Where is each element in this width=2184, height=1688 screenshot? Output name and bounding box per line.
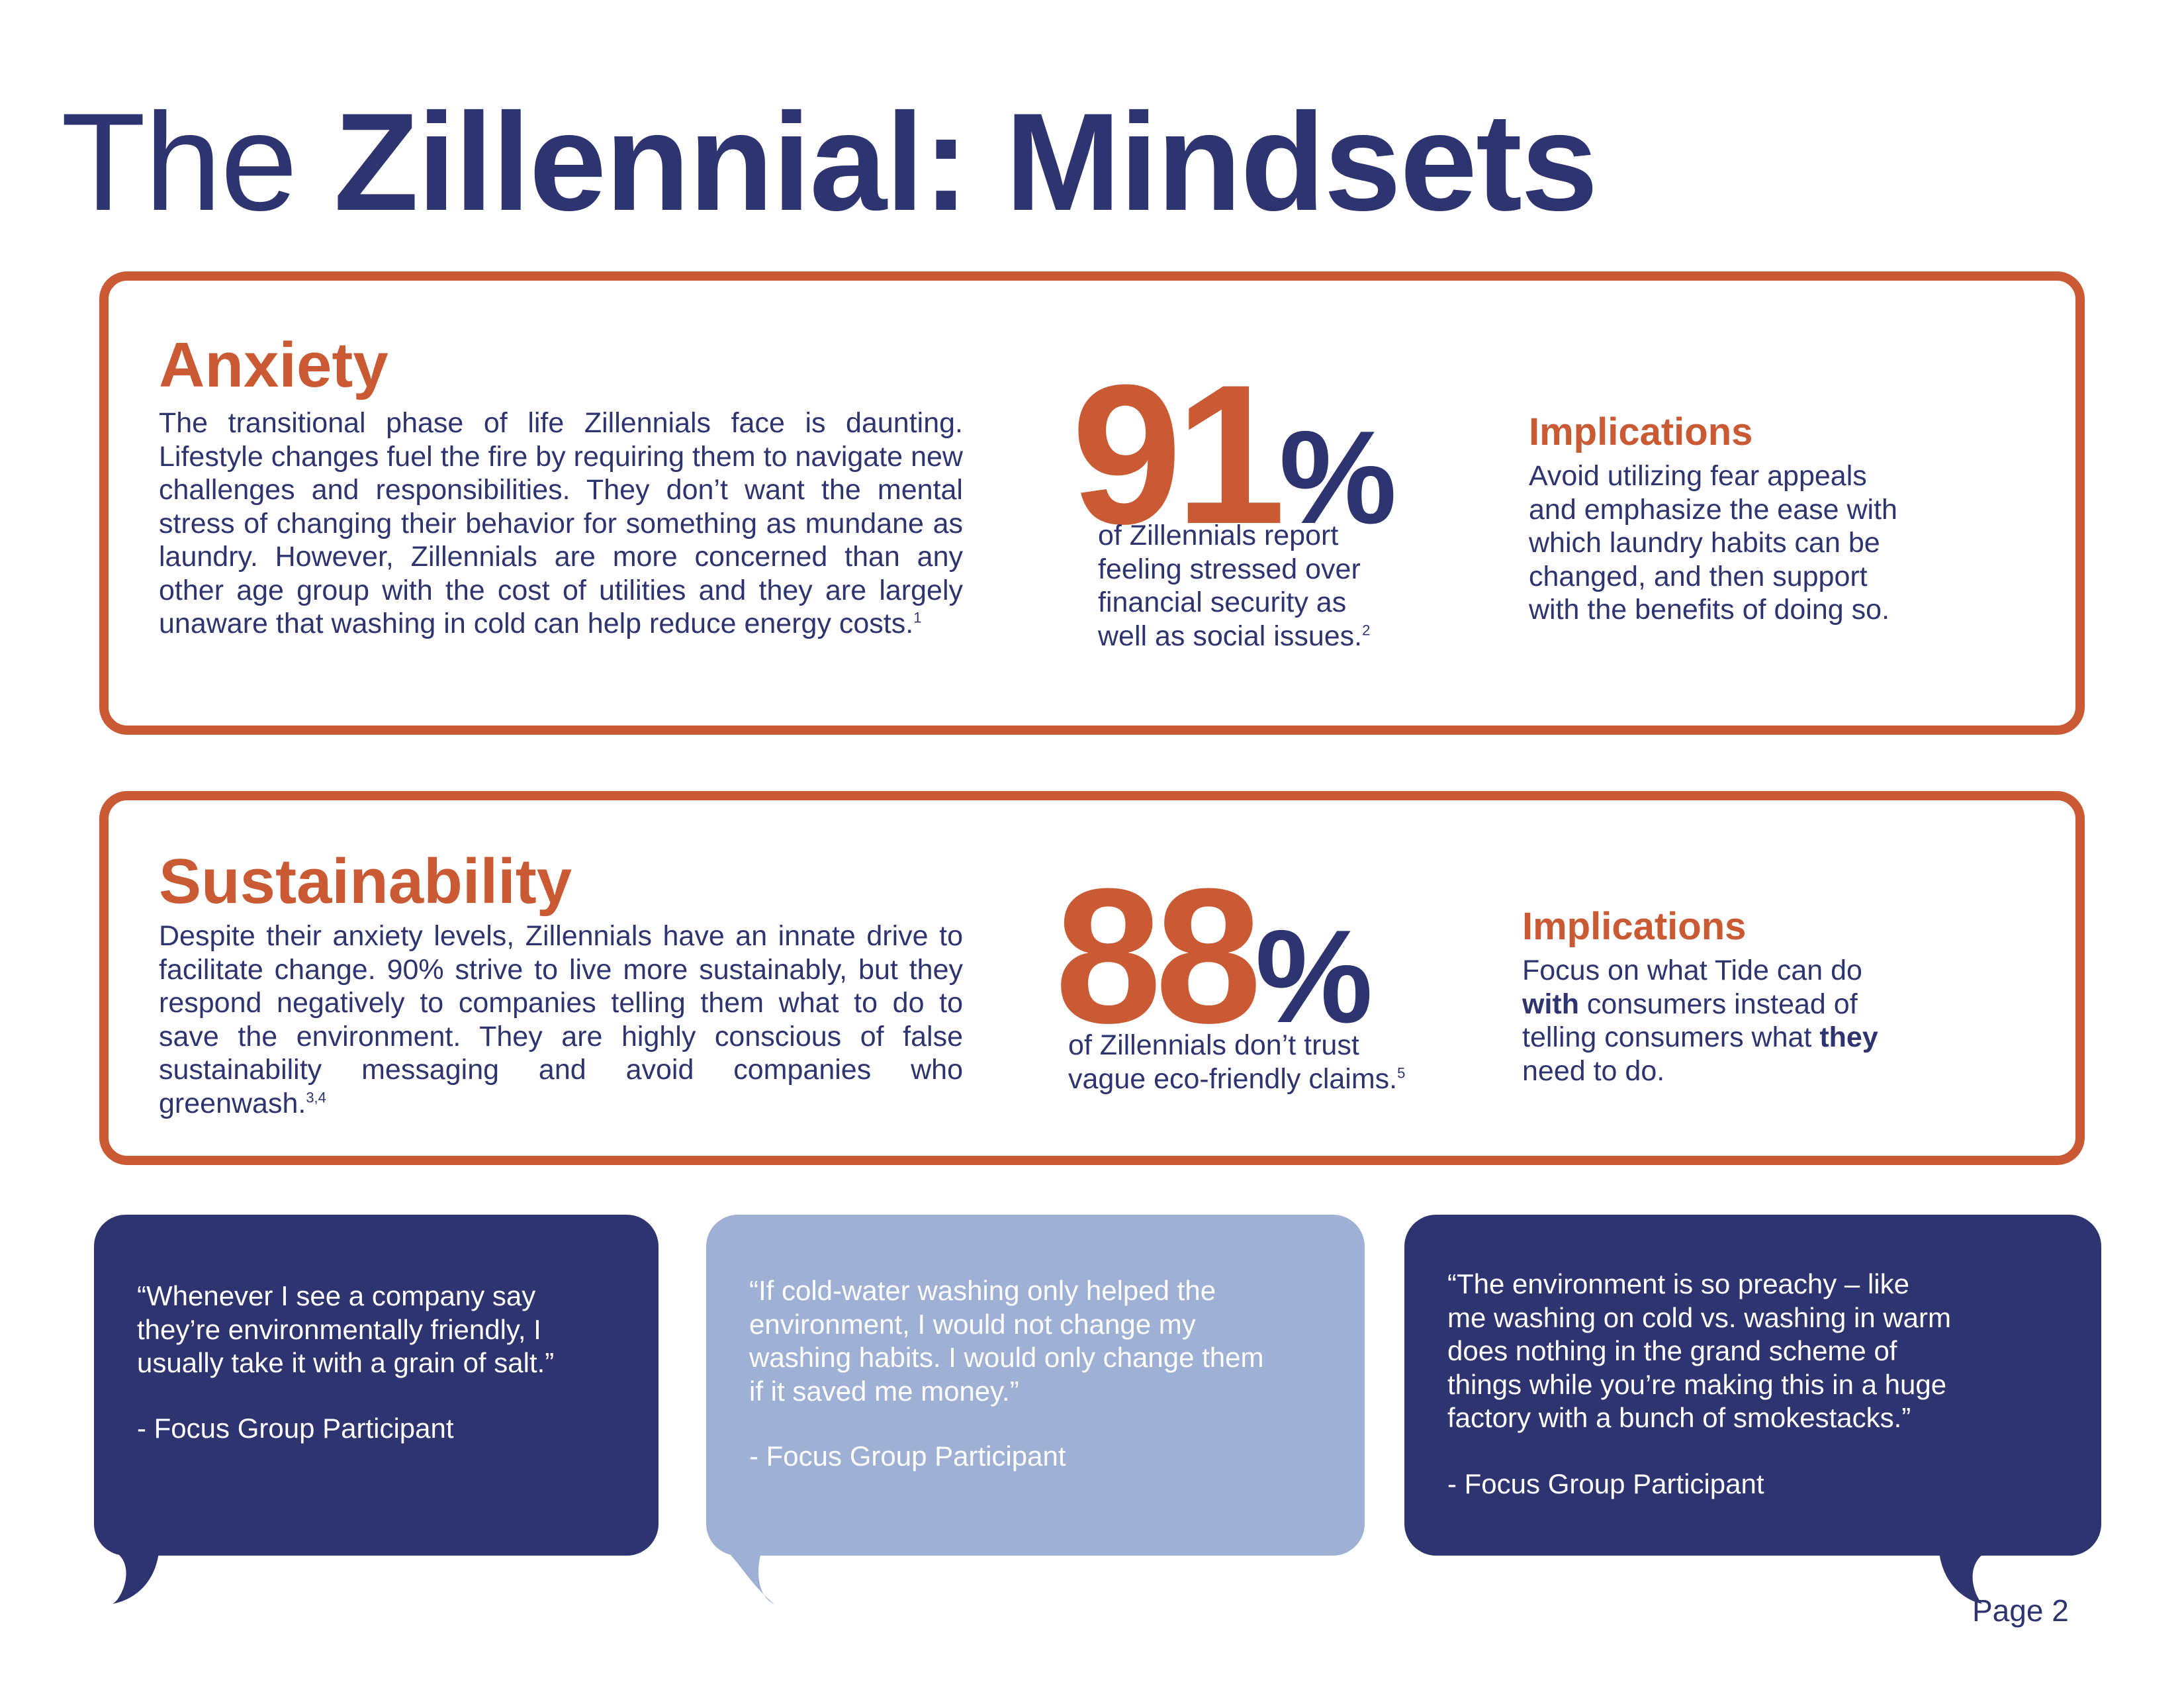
anxiety-stat-number: 91 — [1071, 343, 1286, 565]
quote-3-line-1: “The environment is so preachy – like — [1447, 1268, 1909, 1299]
anxiety-stat-footnote: 2 — [1362, 622, 1371, 639]
sustainability-panel: Sustainability Despite their anxiety lev… — [99, 791, 2085, 1165]
anxiety-panel: Anxiety The transitional phase of life Z… — [99, 271, 2085, 735]
quote-1-text: “Whenever I see a company say they’re env… — [137, 1280, 632, 1380]
quote-bubble-3-tail — [1939, 1552, 1985, 1604]
page-number: Page 2 — [1972, 1593, 2069, 1628]
sustainability-implications-text: Focus on what Tide can do with consumers … — [1522, 954, 1946, 1088]
sustainability-implications-heading: Implications — [1522, 905, 1747, 948]
quote-3-line-4: things while you’re making this in a hug… — [1447, 1368, 1947, 1400]
sustainability-stat-percent: % — [1255, 903, 1373, 1051]
sustainability-body-text: Despite their anxiety levels, Zillennial… — [159, 920, 963, 1119]
anxiety-impl-line-3: which laundry habits can be — [1529, 527, 1880, 559]
quote-2-line-1: “If cold-water washing only helped the — [749, 1275, 1216, 1306]
quote-bubble-1-tail — [113, 1552, 159, 1604]
anxiety-stat-line-3: financial security as — [1098, 586, 1347, 618]
sustainability-stat-line-1: of Zillennials don’t trust — [1068, 1029, 1359, 1061]
quote-1-attribution: - Focus Group Participant — [137, 1413, 454, 1444]
sustainability-stat-footnote: 5 — [1397, 1064, 1406, 1082]
sustainability-impl-emphasis-they: they — [1819, 1021, 1878, 1053]
sustainability-stat-line-2: vague eco-friendly claims. — [1068, 1062, 1398, 1095]
quote-bubble-2: “If cold-water washing only helped the en… — [706, 1215, 1365, 1556]
quote-3-line-3: does nothing in the grand scheme of — [1447, 1335, 1897, 1366]
quote-bubble-3: “The environment is so preachy – like me … — [1404, 1215, 2101, 1556]
anxiety-impl-line-1: Avoid utilizing fear appeals — [1529, 460, 1867, 492]
quote-2-line-3: washing habits. I would only change them — [749, 1342, 1264, 1373]
page-title-light: The — [61, 84, 298, 240]
sustainability-stat-number: 88 — [1055, 849, 1262, 1063]
anxiety-body: The transitional phase of life Zillennia… — [159, 406, 963, 641]
quote-1-line-3: usually take it with a grain of salt.” — [137, 1347, 555, 1378]
page-title: The Zillennial: Mindsets — [61, 93, 1598, 232]
anxiety-implications-text: Avoid utilizing fear appeals and emphasiz… — [1529, 459, 1952, 627]
sustainability-body: Despite their anxiety levels, Zillennial… — [159, 919, 963, 1120]
quote-2-text: “If cold-water washing only helped the en… — [749, 1274, 1338, 1408]
sustainability-body-footnote: 3,4 — [306, 1089, 326, 1106]
quote-2-attribution: - Focus Group Participant — [749, 1440, 1066, 1472]
quote-1-line-1: “Whenever I see a company say — [137, 1280, 536, 1311]
anxiety-stat-line-4: well as social issues. — [1098, 620, 1363, 652]
anxiety-stat-percent: % — [1279, 404, 1397, 551]
sustainability-impl-line-3: telling consumers what — [1522, 1021, 1820, 1053]
sustainability-stat: 88% — [1055, 860, 1373, 1052]
quote-2-line-2: environment, I would not change my — [749, 1308, 1196, 1340]
sustainability-impl-line-1: Focus on what Tide can do — [1522, 955, 1862, 986]
quote-3-text: “The environment is so preachy – like me … — [1447, 1268, 2075, 1435]
sustainability-impl-emphasis-with: with — [1522, 988, 1579, 1020]
anxiety-body-text: The transitional phase of life Zillennia… — [159, 407, 963, 639]
anxiety-body-footnote: 1 — [913, 609, 922, 626]
anxiety-implications-heading: Implications — [1529, 410, 1753, 453]
quote-3-attribution: - Focus Group Participant — [1447, 1468, 1764, 1499]
anxiety-impl-line-5: with the benefits of doing so. — [1529, 594, 1890, 626]
anxiety-impl-line-2: and emphasize the ease with — [1529, 493, 1897, 526]
anxiety-stat-caption: of Zillennials report feeling stressed ov… — [1098, 519, 1370, 653]
quote-bubble-2-tail — [728, 1552, 774, 1604]
quote-1-line-2: they’re environmentally friendly, I — [137, 1313, 541, 1345]
quote-bubble-1: “Whenever I see a company say they’re env… — [94, 1215, 659, 1556]
anxiety-stat: 91% — [1071, 355, 1397, 553]
quote-3-line-5: factory with a bunch of smokestacks.” — [1447, 1402, 1911, 1433]
anxiety-heading: Anxiety — [159, 330, 388, 400]
sustainability-stat-caption: of Zillennials don’t trust vague eco-frie… — [1068, 1029, 1405, 1096]
quote-3-line-2: me washing on cold vs. washing in warm — [1447, 1301, 1952, 1333]
quote-2-line-4: if it saved me money.” — [749, 1375, 1019, 1407]
page-title-bold: Zillennial: Mindsets — [334, 84, 1598, 240]
sustainability-impl-line-2: consumers instead of — [1578, 988, 1858, 1020]
sustainability-heading: Sustainability — [159, 846, 572, 917]
anxiety-impl-line-4: changed, and then support — [1529, 560, 1868, 592]
anxiety-stat-line-2: feeling stressed over — [1098, 553, 1361, 585]
sustainability-impl-line-4: need to do. — [1522, 1055, 1665, 1087]
anxiety-stat-line-1: of Zillennials report — [1098, 520, 1339, 551]
